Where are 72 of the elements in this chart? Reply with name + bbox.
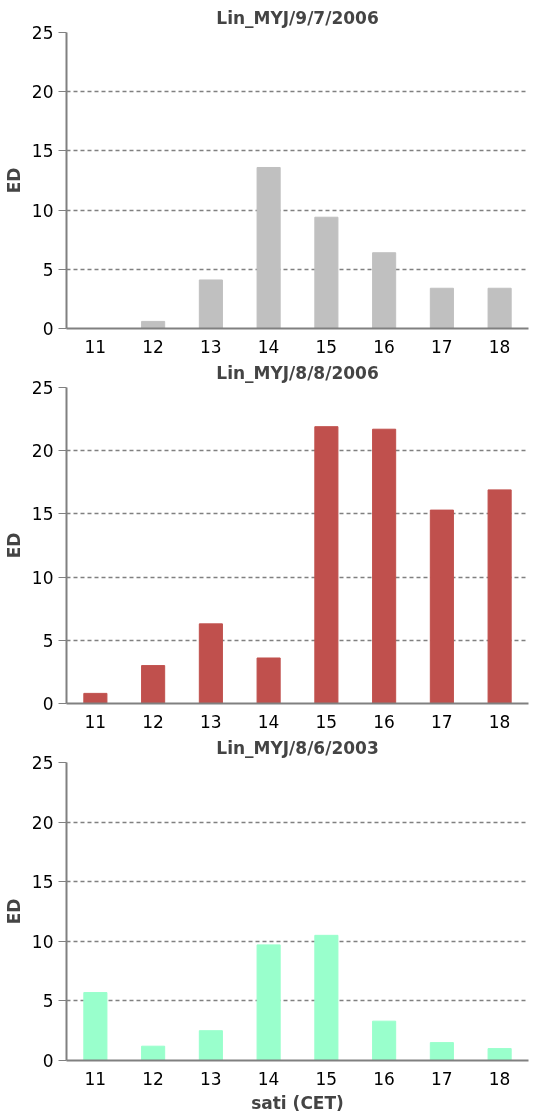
y-axis-title: ED	[3, 898, 24, 925]
x-tick-label: 18	[488, 1068, 511, 1089]
bar	[256, 657, 281, 704]
y-tick-label: 20	[31, 812, 54, 833]
x-tick-label: 17	[431, 711, 453, 732]
y-tick-label: 15	[31, 141, 54, 162]
y-tick-label: 5	[42, 991, 54, 1012]
chart-title: Lin_MYJ/8/8/2006	[216, 362, 379, 383]
x-axis-title: sati (CET)	[251, 1092, 344, 1113]
x-tick-label: 17	[431, 336, 453, 357]
y-tick-label: 20	[31, 441, 54, 462]
y-axis-title: ED	[3, 532, 24, 559]
y-tick-label: 10	[31, 200, 54, 221]
bar	[372, 252, 397, 329]
y-tick-label: 20	[31, 82, 54, 103]
bar	[429, 509, 454, 704]
bar	[256, 166, 281, 329]
x-tick-label: 17	[431, 1068, 453, 1089]
y-tick-label: 5	[42, 259, 54, 280]
y-tick-label: 25	[31, 378, 54, 398]
y-tick-label: 0	[42, 1051, 54, 1071]
bar	[487, 489, 512, 704]
x-tick-label: 13	[200, 711, 222, 732]
y-tick-label: 15	[31, 872, 54, 893]
x-tick-label: 14	[257, 336, 280, 357]
bar	[314, 216, 339, 329]
bar	[198, 1030, 223, 1061]
bar	[256, 944, 281, 1061]
x-tick-label: 18	[488, 336, 511, 357]
x-tick-label: 12	[142, 711, 164, 732]
y-tick-label: 0	[42, 694, 54, 714]
bar	[83, 692, 108, 704]
x-tick-label: 12	[142, 336, 164, 357]
x-tick-label: 14	[257, 1068, 280, 1089]
y-tick-label: 15	[31, 504, 54, 525]
bar	[141, 320, 166, 329]
x-tick-label: 18	[488, 711, 511, 732]
chart-title: Lin_MYJ/9/7/2006	[216, 7, 379, 28]
x-tick-label: 11	[84, 336, 107, 357]
x-tick-label: 11	[84, 1068, 107, 1089]
chart-title: Lin_MYJ/8/6/2003	[216, 737, 379, 758]
bar	[141, 1045, 166, 1061]
x-tick-label: 13	[200, 336, 222, 357]
y-tick-label: 5	[42, 630, 54, 651]
bar	[141, 665, 166, 704]
y-tick-label: 25	[31, 23, 54, 43]
x-tick-label: 15	[315, 711, 338, 732]
bar	[487, 287, 512, 329]
bar	[198, 279, 223, 329]
bar	[429, 287, 454, 329]
bar	[429, 1042, 454, 1061]
bar	[314, 426, 339, 704]
bar	[83, 992, 108, 1061]
x-tick-label: 16	[373, 711, 395, 732]
y-tick-label: 0	[42, 319, 54, 339]
x-tick-label: 15	[315, 1068, 338, 1089]
bar	[198, 623, 223, 704]
bar	[372, 1020, 397, 1061]
x-tick-label: 16	[373, 1068, 395, 1089]
y-axis-title: ED	[3, 167, 24, 194]
x-tick-label: 16	[373, 336, 395, 357]
y-tick-label: 10	[31, 567, 54, 588]
x-tick-label: 12	[142, 1068, 164, 1089]
x-tick-label: 14	[257, 711, 280, 732]
y-tick-label: 25	[31, 753, 54, 773]
bar	[372, 428, 397, 704]
x-tick-label: 15	[315, 336, 338, 357]
x-tick-label: 11	[84, 711, 107, 732]
x-tick-label: 13	[200, 1068, 222, 1089]
bar	[487, 1048, 512, 1061]
bar	[314, 934, 339, 1061]
y-tick-label: 10	[31, 931, 54, 952]
